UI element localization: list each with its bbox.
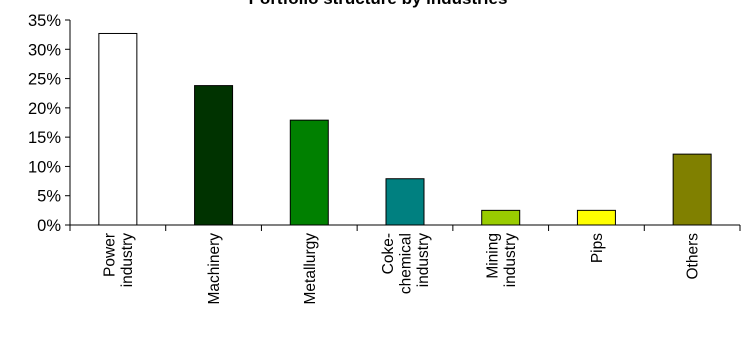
y-tick-label: 0% [37,217,61,235]
bar [385,178,425,226]
x-tick-label: Pips [589,233,606,263]
bar [289,119,329,226]
bar [576,209,616,226]
y-tick-label: 15% [28,129,61,147]
y-tick-label: 5% [37,188,61,206]
y-axis: 0% 5% 10% 15% 20% 25% 30% 35% [28,12,71,235]
x-tick-label: Metallurgy [302,233,319,305]
x-axis [69,224,741,231]
x-tick-label: Miningindustry [484,233,519,288]
bar [98,32,138,226]
bar [672,153,712,226]
y-tick-label: 35% [28,12,61,30]
x-tick-label: Powerindustry [102,233,137,288]
bars [98,32,712,226]
y-tick-label: 30% [28,41,61,59]
x-tick-label: Machinery [206,233,223,305]
y-tick-label: 10% [28,158,61,176]
bar [481,209,521,226]
y-tick-label: 25% [28,71,61,89]
x-tick-label: Others [685,233,702,280]
chart-title: Portfolio structure by industries [249,0,508,8]
y-tick-label: 20% [28,100,61,118]
x-tick-labels: Powerindustry Machinery Metallurgy Coke-che… [102,233,702,305]
bar [194,85,234,226]
x-tick-label: Coke-chemicalindustry [380,233,432,294]
